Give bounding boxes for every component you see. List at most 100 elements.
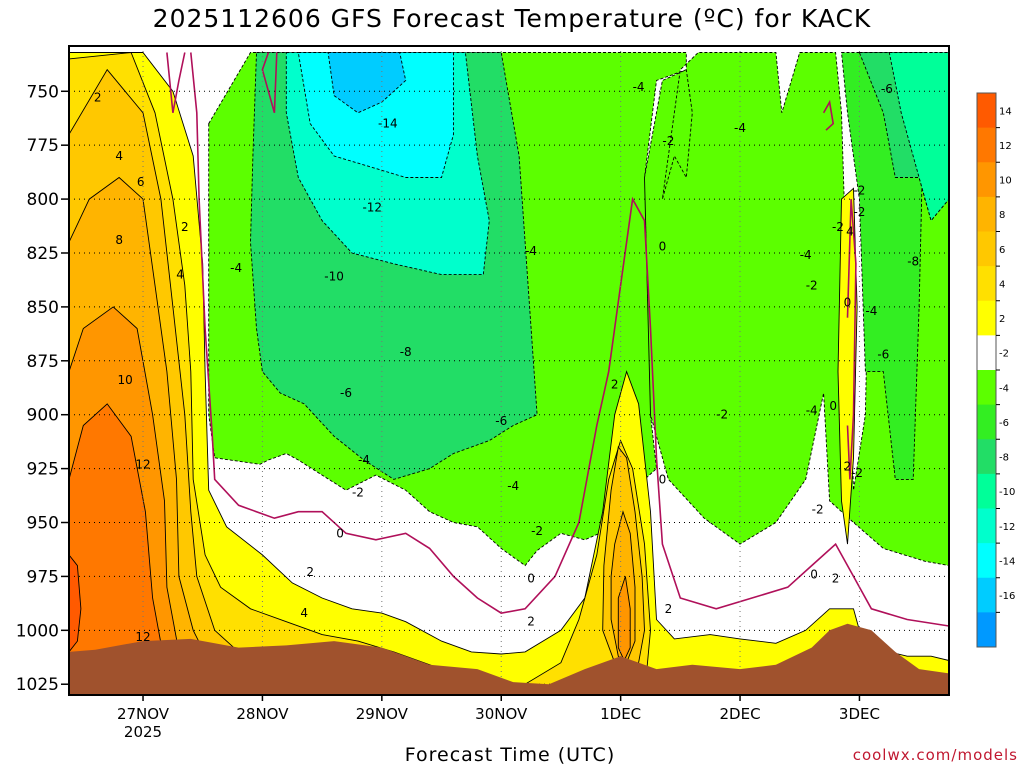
colorbar-swatch [977,335,996,371]
y-tick-label: 925 [27,460,59,480]
zero-contour-0 [190,52,949,627]
colorbar-swatch [977,162,996,198]
x-tick-label: 27NOV [117,705,170,723]
contour-label: -8 [400,345,412,359]
colorbar-label: -16 [999,591,1015,602]
contour-label: 0 [659,472,667,486]
x-axis-label: Forecast Time (UTC) [404,744,616,766]
colorbar-swatch [977,612,996,648]
temp-region-17 [617,576,631,662]
x-tick-label: 28NOV [236,705,289,723]
colorbar-label: -12 [999,522,1015,533]
contour-label: -4 [525,244,537,258]
contour-label: -10 [324,270,344,284]
contour-label: 12 [135,457,150,471]
ground-layer [69,623,949,695]
colorbar-label: -8 [999,453,1009,464]
contour-label: -2 [853,205,865,219]
y-tick-label: 975 [27,567,59,587]
contour-label: 2 [611,378,619,392]
colorbar-label: -4 [999,383,1009,394]
contour-label: 4 [846,224,854,238]
temperature-fill-layer [69,52,949,695]
contour-label: -2 [716,408,728,422]
zero-contour-1 [166,52,186,113]
colorbar-swatch [977,508,996,544]
zero-contour-layer [166,52,949,627]
colorbar-swatch [977,196,996,232]
colorbar-swatch [977,404,996,440]
colorbar-swatch [977,300,996,336]
x-tick-label: 30NOV [475,705,528,723]
y-tick-label: 1000 [16,621,59,641]
contour-label: -4 [633,80,645,94]
x-tick-label: 3DEC [839,705,880,723]
contour-label: 4 [300,606,308,620]
contour-label: -14 [378,117,398,131]
temp-region-13 [69,403,174,695]
y-tick-label: 1025 [16,675,59,695]
contour-label: -4 [230,261,242,275]
contour-label: -2 [851,466,863,480]
credit-link[interactable]: coolwx.com/models [852,746,1018,764]
contour-label: 2 [527,615,535,629]
contour-label: 6 [137,175,145,189]
contour-label: 2 [844,459,852,473]
temp-region-4 [327,52,407,114]
colorbar-swatch [977,577,996,613]
contour-label: 2 [832,572,840,586]
x-tick-label: 1DEC [600,705,641,723]
contour-label: 0 [527,572,535,586]
colorbar-label: 6 [999,245,1005,256]
y-tick-label: 750 [27,82,59,102]
y-tick-label: 850 [27,298,59,318]
contour-label: -2 [352,485,364,499]
x-tick-label: 29NOV [356,705,409,723]
contour-label: -2 [832,220,844,234]
contour-label: -8 [907,255,919,269]
y-tick-label: 875 [27,352,59,372]
zero-contour-4 [846,199,857,480]
ground-surface [69,623,949,695]
colorbar-swatch [977,543,996,579]
contour-label: -4 [865,304,877,318]
contour-label: -12 [362,201,382,215]
plot-frame [68,45,950,696]
colorbar-swatch [977,473,996,509]
colorbar-label: 10 [999,176,1012,187]
x-tick-sublabel: 2025 [124,723,162,741]
contour-label: -6 [881,82,893,96]
contour-label: -6 [495,414,507,428]
contour-label: -2 [812,503,824,517]
contour-label: 4 [115,149,123,163]
contour-label: -2 [853,183,865,197]
contour-label: -4 [806,403,818,417]
colorbar-swatch [977,439,996,475]
temp-region-7 [888,52,949,222]
contour-label: 4 [176,268,184,282]
contour-label: -4 [507,479,519,493]
contour-label: 0 [844,296,852,310]
colorbar-label: -14 [999,556,1015,567]
colorbar-swatch [977,93,996,129]
colorbar-label: 12 [999,141,1012,152]
colorbar-label: 4 [999,279,1005,290]
colorbar-label: -6 [999,418,1009,429]
colorbar-label: -10 [999,487,1015,498]
y-axis: 750 775 800 825 850 875 900 925 950 975 1000 1025 [16,82,69,695]
contour-label: 12 [135,630,150,644]
contour-label: -4 [734,121,746,135]
y-tick-label: 900 [27,406,59,426]
contour-label: 2 [94,91,102,105]
y-tick-label: 775 [27,136,59,156]
contour-label: 8 [115,233,123,247]
contour-label: -4 [358,453,370,467]
contour-label: 2 [181,220,189,234]
zero-contour-2 [261,52,278,114]
contour-label: 0 [659,240,667,254]
contour-label: 2 [306,565,314,579]
colorbar: 14 12 10 8 6 4 2 -2 -4 -6 -8 -10 -12 -14 -16 [976,92,1015,648]
